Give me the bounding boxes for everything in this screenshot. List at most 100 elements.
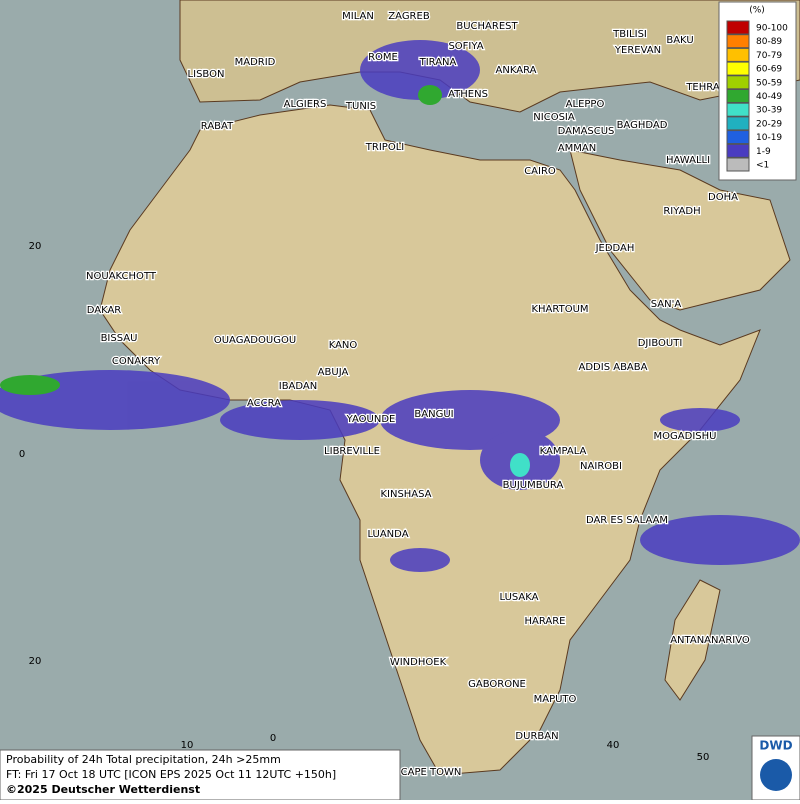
city-label: AMMAN [558,143,596,154]
legend-label: 10-19 [756,133,782,143]
city-label: LUANDA [367,529,408,540]
logo-icon [760,759,792,791]
legend-label: 30-39 [756,106,782,116]
precip-high [418,85,442,105]
latitude-label: 20 [29,241,42,252]
city-label: ZAGREB [388,11,430,22]
legend-swatch [726,75,750,90]
legend-swatch [726,20,750,35]
legend-label: 1-9 [756,147,771,157]
city-label: HAWALLI [666,155,710,166]
city-label: NICOSIA [533,112,575,123]
city-label: LIBREVILLE [324,446,380,457]
city-label: TEHRA [685,82,719,93]
city-label: ATHENS [448,89,488,100]
city-label: BAKU [666,35,693,46]
footer-title: Probability of 24h Total precipitation, … [6,753,281,766]
city-label: KHARTOUM [531,304,588,315]
city-label: MILAN [342,11,374,22]
precip-high [510,453,530,477]
city-label: ANKARA [496,65,537,76]
legend-label: 40-49 [756,92,782,102]
city-label: LUSAKA [500,592,539,603]
precipitation [0,40,800,572]
legend-swatch [726,130,750,145]
city-label: IBADAN [279,381,318,392]
legend-swatch [726,34,750,49]
city-label: BANGUI [414,409,453,420]
city-label: DAKAR [87,305,122,316]
city-label: ALEPPO [566,99,605,110]
footer-copyright: ©2025 Deutscher Wetterdienst [6,783,200,796]
city-label: DOHA [708,192,738,203]
city-label: CONAKRY [112,356,161,367]
legend-swatch [726,102,750,117]
legend-label: 80-89 [756,37,782,47]
city-label: TUNIS [345,101,376,112]
legend-swatch [726,89,750,103]
city-label: RIYADH [663,206,700,217]
city-label: TBILISI [612,29,647,40]
legend-swatch [726,116,750,131]
city-label: YEREVAN [614,45,661,56]
city-label: DURBAN [515,731,558,742]
city-label: NOUAKCHOTT [86,271,157,282]
legend-swatch [726,143,750,158]
precip-high [0,375,60,395]
arabia [569,149,791,311]
city-label: DAR ES SALAAM [586,515,668,526]
city-label: MOGADISHU [654,431,717,442]
city-label: KINSHASA [380,489,431,500]
longitude-label: 10 [181,740,194,751]
city-label: CAIRO [524,166,556,177]
footer-time: FT: Fri 17 Oct 18 UTC [ICON EPS 2025 Oct… [6,768,336,781]
city-label: DAMASCUS [558,126,615,137]
legend-swatch [726,61,750,76]
city-label: YAOUNDE [346,414,396,425]
latitude-label: 0 [19,449,25,460]
legend-title: (%) [749,6,765,16]
city-label: TRIPOLI [365,142,404,153]
legend-label: <1 [756,161,769,171]
city-label: BUCHAREST [456,21,518,32]
legend-swatch [726,157,750,172]
city-label: BUJUMBURA [503,480,564,491]
city-label: DJIBOUTI [638,338,683,349]
madagascar [664,579,721,701]
city-label: BISSAU [101,333,138,344]
longitude-label: 0 [270,733,276,744]
city-label: MADRID [235,57,276,68]
city-label: HARARE [524,616,565,627]
legend-label: 20-29 [756,119,782,129]
city-label: RABAT [201,121,234,132]
city-label: NAIROBI [580,461,622,472]
legend-label: 50-59 [756,78,782,88]
city-label: BAGHDAD [617,120,668,131]
city-label: MAPUTO [534,694,577,705]
legend-label: 70-79 [756,51,782,61]
city-label: SOFIYA [448,41,483,52]
city-label: KAMPALA [540,446,587,457]
longitude-label: 50 [697,752,710,763]
city-label: LISBON [188,69,225,80]
city-label: GABORONE [468,679,526,690]
logo: DWD [759,739,792,753]
latitude-label: 20 [29,656,42,667]
city-label: ALGIERS [284,99,327,110]
city-label: ABUJA [318,367,349,378]
city-label: ANTANANARIVO [670,635,750,646]
footer [0,749,401,801]
city-label: TIRANA [419,57,457,68]
city-label: KANO [329,340,358,351]
legend-swatch [726,47,750,62]
city-label: ADDIS ABABA [579,362,648,373]
city-label: CAPE TOWN [401,767,462,778]
city-label: SAN'A [651,299,682,310]
legend-label: 90-100 [756,24,788,34]
longitude-label: 40 [607,740,620,751]
city-label: ACCRA [247,398,281,409]
city-label: OUAGADOUGOU [214,335,296,346]
city-label: ROME [368,52,398,63]
city-label: JEDDAH [595,243,635,254]
